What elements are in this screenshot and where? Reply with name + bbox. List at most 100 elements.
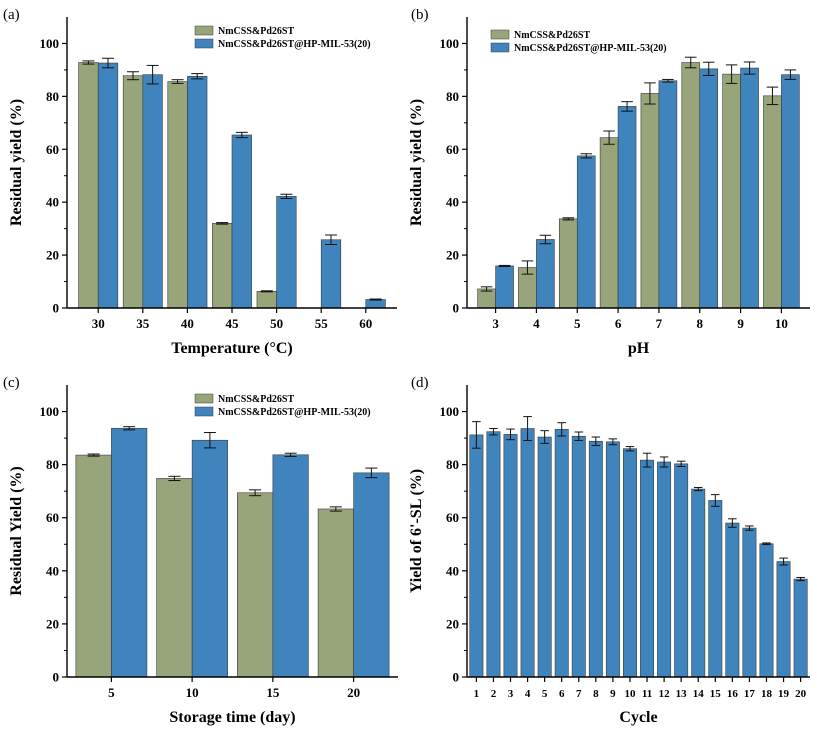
- bar: [740, 67, 759, 309]
- bar: [536, 239, 555, 309]
- bar: [317, 508, 354, 678]
- bar: [599, 137, 619, 309]
- x-tick-label: 7: [656, 316, 663, 331]
- y-tick-label: 100: [440, 36, 460, 51]
- y-tick-label: 20: [46, 616, 59, 631]
- x-tick-label: 55: [315, 316, 329, 331]
- panel-label: (a): [3, 7, 20, 23]
- bar: [122, 75, 144, 309]
- x-tick-label: 3: [492, 316, 499, 331]
- bar: [640, 459, 654, 678]
- bar: [167, 81, 188, 309]
- bar: [237, 492, 274, 678]
- bar: [156, 478, 193, 678]
- x-tick-label: 35: [136, 316, 150, 331]
- bar: [231, 134, 252, 309]
- x-tick-label: 10: [624, 688, 636, 700]
- y-tick-label: 100: [40, 404, 60, 419]
- y-tick-label: 60: [446, 142, 459, 157]
- x-tick-label: 7: [576, 688, 582, 700]
- x-tick-label: 18: [761, 688, 773, 700]
- bar: [725, 522, 740, 678]
- legend-label: NmCSS&Pd26ST@HP-MIL-53(20): [218, 39, 371, 50]
- y-tick-label: 0: [53, 670, 60, 685]
- y-tick-label: 60: [446, 510, 459, 525]
- legend-swatch: [194, 406, 214, 417]
- bar: [674, 463, 689, 678]
- bar: [793, 578, 808, 678]
- legend-label: NmCSS&Pd26ST: [514, 30, 590, 41]
- bar: [776, 561, 791, 678]
- x-tick-label: 5: [574, 316, 581, 331]
- bar: [537, 436, 552, 678]
- x-tick-label: 9: [610, 688, 616, 700]
- x-tick-label: 50: [270, 316, 283, 331]
- legend-label: NmCSS&Pd26ST@HP-MIL-53(20): [514, 43, 667, 54]
- panel-label: (b): [411, 7, 429, 23]
- y-tick-label: 20: [446, 248, 459, 263]
- bar: [111, 427, 148, 678]
- x-tick-label: 30: [92, 316, 105, 331]
- x-tick-label: 12: [659, 688, 671, 700]
- bar: [640, 93, 660, 309]
- bar: [571, 435, 586, 678]
- bar: [187, 75, 208, 309]
- x-axis-title: pH: [628, 340, 650, 357]
- bar: [708, 500, 723, 678]
- legend-swatch: [194, 393, 214, 404]
- x-tick-label: 60: [359, 316, 372, 331]
- y-tick-label: 0: [453, 301, 460, 316]
- y-tick-label: 80: [46, 89, 59, 104]
- y-tick-label: 40: [46, 195, 59, 210]
- y-tick-label: 0: [453, 670, 460, 685]
- y-axis-title: Yield of 6'-SL (%): [408, 469, 425, 593]
- x-tick-label: 13: [676, 688, 688, 700]
- bar: [256, 291, 277, 309]
- bar: [495, 265, 514, 309]
- panel-label: (d): [411, 375, 429, 391]
- y-tick-label: 20: [46, 248, 59, 263]
- bar: [486, 431, 501, 678]
- bar: [576, 155, 596, 309]
- bar: [191, 439, 228, 678]
- y-axis-title: Residual yield (%): [8, 99, 25, 226]
- bar: [469, 434, 484, 678]
- legend-label: NmCSS&Pd26ST@HP-MIL-53(20): [218, 407, 371, 418]
- bar: [272, 454, 309, 678]
- x-tick-label: 8: [593, 688, 599, 700]
- bar: [588, 440, 603, 678]
- legend-label: NmCSS&Pd26ST: [218, 26, 294, 37]
- y-tick-label: 60: [46, 510, 59, 525]
- bar: [699, 68, 719, 309]
- legend-swatch: [490, 42, 510, 53]
- y-tick-label: 100: [40, 36, 60, 51]
- bar: [520, 428, 535, 678]
- bar: [623, 448, 637, 678]
- x-tick-label: 2: [491, 688, 497, 700]
- chart-panel-0: (a) 0 20 40 60 80 100 30 35 40 45 50 55 60 Temperature…: [3, 7, 397, 357]
- y-axis-title: Residual Yield (%): [8, 466, 25, 595]
- chart-panel-2: (c) 0 20 40 60 80 100 5 10 15 20 Storage time (day)…: [3, 375, 398, 726]
- y-tick-label: 80: [446, 89, 459, 104]
- bar: [605, 441, 620, 678]
- x-tick-label: 15: [710, 688, 722, 700]
- x-tick-label: 6: [559, 688, 565, 700]
- x-tick-label: 4: [525, 688, 531, 700]
- x-tick-label: 3: [508, 688, 514, 700]
- bar: [617, 106, 637, 309]
- x-axis-title: Temperature (°C): [171, 340, 292, 357]
- x-tick-label: 1: [474, 688, 480, 700]
- bar: [212, 223, 233, 309]
- bar: [554, 429, 569, 678]
- x-tick-label: 16: [727, 688, 739, 700]
- y-tick-label: 80: [446, 457, 459, 472]
- x-tick-label: 5: [542, 688, 548, 700]
- x-tick-label: 20: [347, 685, 360, 700]
- y-tick-label: 100: [440, 404, 460, 419]
- y-tick-label: 20: [446, 616, 459, 631]
- y-axis-title: Residual yield (%): [408, 99, 425, 226]
- legend-swatch: [194, 38, 214, 49]
- y-tick-label: 40: [446, 195, 459, 210]
